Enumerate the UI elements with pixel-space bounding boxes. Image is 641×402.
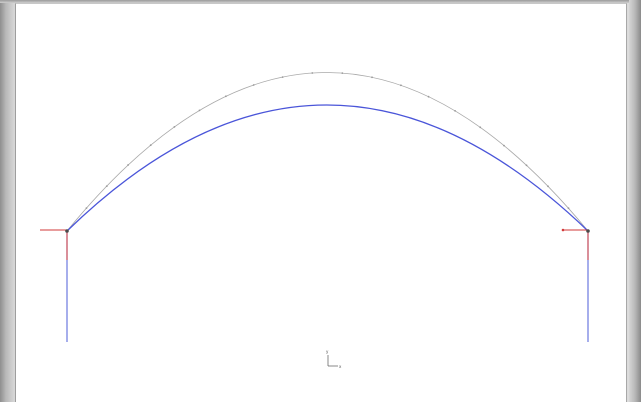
undeformed-node [427, 95, 430, 98]
right-load-marker [561, 228, 565, 232]
undeformed-node [252, 84, 255, 86]
undeformed-node [225, 95, 227, 98]
viewer-right-border [629, 0, 641, 402]
triad-y-label: y [326, 349, 329, 354]
undeformed-node [503, 144, 505, 147]
undeformed-arch-nodes [85, 72, 570, 210]
support-nodes [65, 229, 590, 233]
right-support-node [586, 229, 590, 233]
undeformed-node [149, 144, 152, 147]
undeformed-node [198, 109, 201, 112]
deformed-arch-curve [66, 104, 589, 232]
undeformed-node [127, 164, 129, 166]
undeformed-node [105, 185, 108, 188]
left-support-node [65, 229, 69, 233]
deformed-shape [66, 104, 589, 342]
undeformed-node [547, 185, 549, 188]
coordinate-triad-icon: y x [326, 349, 342, 369]
undeformed-node [454, 110, 456, 112]
undeformed-node [525, 164, 528, 167]
undeformed-node [567, 207, 570, 210]
model-drawing: y x [40, 72, 590, 369]
undeformed-node [371, 76, 373, 79]
load-arrows [40, 228, 589, 260]
undeformed-node [479, 126, 482, 129]
undeformed-arch [66, 72, 589, 232]
undeformed-node [400, 84, 402, 87]
undeformed-node [281, 76, 284, 78]
viewer-top-border [0, 0, 641, 3]
undeformed-arch-curve [66, 72, 589, 232]
undeformed-node [173, 126, 176, 128]
undeformed-node [85, 207, 88, 210]
triad-x-label: x [339, 364, 342, 369]
model-viewport[interactable]: y x [15, 3, 627, 402]
undeformed-node [341, 72, 344, 74]
undeformed-node [311, 72, 314, 74]
